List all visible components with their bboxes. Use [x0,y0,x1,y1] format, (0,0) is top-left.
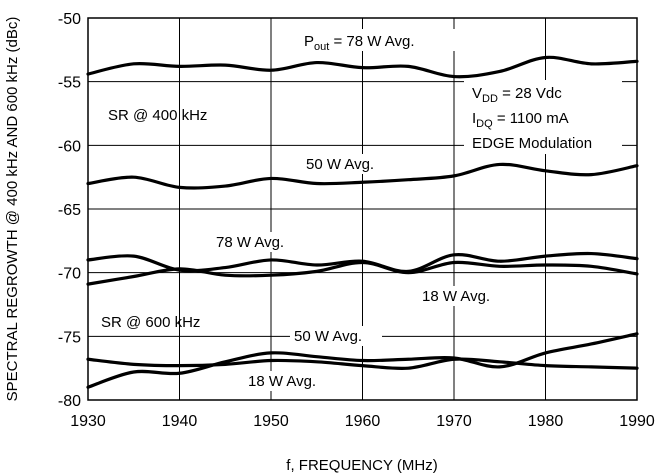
y-tick-label: -50 [58,11,81,28]
pout-label-bg [296,29,476,51]
x-tick-label: 1980 [528,413,564,430]
y-tick-label: -80 [58,393,81,410]
sr600-label: SR @ 600 kHz [101,314,200,331]
series-group [86,55,639,389]
x-tick-label: 1960 [345,413,381,430]
x-tick-label: 1930 [70,413,106,430]
tick-labels: 1930 1940 1950 1960 1970 1980 1990 -50 -55 -60 -65… [58,11,655,430]
w18-upper-label-bg [418,286,508,306]
w18-upper-label: 18 W Avg. [422,288,490,305]
series-line-4 [86,260,639,286]
plot-frame [87,17,638,401]
y-tick-label: -55 [58,75,81,92]
x-tick-label: 1940 [162,413,198,430]
modulation-label: EDGE Modulation [472,135,592,152]
y-tick-label: -75 [58,329,81,346]
w50-lower-label: 50 W Avg. [294,328,362,345]
y-tick-label: -60 [58,138,81,155]
w50-upper-label: 50 W Avg. [306,156,374,173]
x-tick-label: 1970 [436,413,472,430]
series-line-1 [86,55,639,79]
y-axis-label: SPECTRAL REGROWTH @ 400 kHz AND 600 kHz … [4,17,21,402]
y-tick-label: -65 [58,202,81,219]
w18-lower-label: 18 W Avg. [248,373,316,390]
w50-lower-label-bg [290,326,382,346]
w78-lower-label-bg [212,232,302,252]
series-line-5 [86,332,639,389]
conditions-label-bg [464,80,622,154]
series-line-2 [86,162,639,190]
w18-lower-label-bg [244,371,336,391]
vdd-label: VDD = 28 Vdc [472,85,562,105]
x-tick-label: 1990 [619,413,655,430]
series-line-6 [86,357,639,371]
w78-lower-label: 78 W Avg. [216,234,284,251]
pout-label: Pout = 78 W Avg. [304,33,415,53]
x-axis-label: f, FREQUENCY (MHz) [286,457,437,474]
idq-label: IDQ = 1100 mA [472,110,569,130]
sr400-label: SR @ 400 kHz [108,107,207,124]
x-tick-label: 1950 [253,413,289,430]
w50-upper-label-bg [302,154,394,174]
y-tick-label: -70 [58,266,81,283]
